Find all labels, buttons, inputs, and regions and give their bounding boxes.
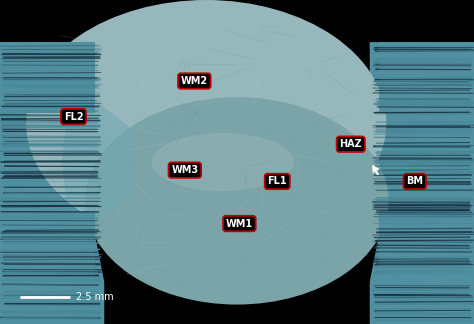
Text: WM3: WM3 — [171, 165, 199, 175]
Text: FL1: FL1 — [267, 177, 287, 186]
Text: WM1: WM1 — [226, 219, 253, 228]
Polygon shape — [370, 42, 474, 324]
Circle shape — [26, 0, 386, 246]
Polygon shape — [284, 84, 379, 240]
Text: HAZ: HAZ — [339, 139, 362, 149]
Polygon shape — [379, 42, 474, 113]
Text: 2.5 mm: 2.5 mm — [76, 293, 113, 302]
Text: FL2: FL2 — [64, 112, 83, 122]
Polygon shape — [0, 42, 95, 113]
Text: WM2: WM2 — [181, 76, 208, 86]
Ellipse shape — [152, 133, 294, 191]
Polygon shape — [62, 104, 133, 220]
Polygon shape — [0, 211, 95, 282]
Polygon shape — [0, 42, 104, 324]
Text: BM: BM — [406, 177, 423, 186]
Circle shape — [85, 97, 389, 305]
Polygon shape — [379, 211, 474, 282]
